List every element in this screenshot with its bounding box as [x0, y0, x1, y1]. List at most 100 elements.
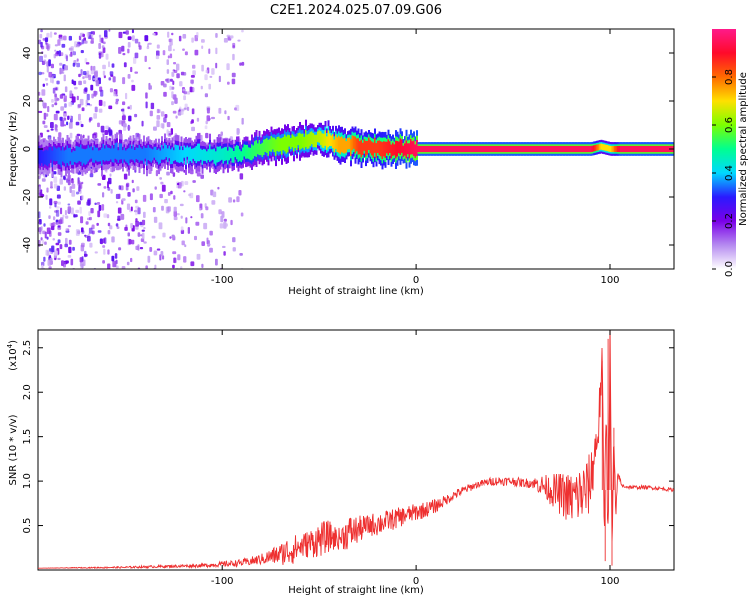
- spectrogram-cell: [288, 135, 291, 147]
- spectrogram-cell: [207, 149, 210, 161]
- spectrogram-cell: [134, 199, 138, 204]
- spectrogram-cell: [443, 145, 445, 153]
- spectrogram-cell: [588, 145, 591, 153]
- spectrogram-cell: [208, 117, 211, 121]
- spectrogram-cell: [112, 76, 116, 83]
- spectrogram-cell: [290, 138, 292, 149]
- spectrogram-cell: [81, 148, 84, 166]
- spectrogram-cell: [170, 149, 172, 165]
- spectrogram-cell: [49, 258, 53, 265]
- spectrogram-cell: [52, 238, 55, 241]
- spectrogram-cell: [47, 106, 50, 113]
- spectrogram-cell: [224, 147, 226, 161]
- spectrogram-cell: [103, 75, 106, 79]
- spectrogram-cell: [474, 145, 477, 153]
- y-tick-label: -20: [22, 189, 33, 205]
- spectrogram-cell: [114, 253, 118, 259]
- spectrogram-cell: [241, 61, 245, 66]
- spectrogram-cell: [192, 180, 196, 183]
- spectrogram-cell: [387, 139, 390, 156]
- spectrogram-cell: [49, 206, 52, 209]
- spectrogram-cell: [200, 148, 202, 160]
- spectrogram-cell: [552, 145, 555, 153]
- spectrogram-cell: [486, 145, 489, 153]
- spectrogram-cell: [127, 36, 132, 40]
- spectrogram-cell: [57, 201, 61, 205]
- spectrogram-cell: [149, 147, 151, 161]
- spectrogram-cell: [501, 145, 504, 153]
- spectrogram-cell: [623, 145, 625, 153]
- spectrogram-cell: [190, 75, 195, 78]
- spectrogram-cell: [75, 209, 80, 213]
- spectrogram-cell: [47, 45, 50, 51]
- spectrogram-cell: [60, 207, 63, 215]
- spectrogram-cell: [63, 117, 67, 121]
- spectrogram-cell: [166, 69, 170, 74]
- spectrogram-cell: [218, 146, 220, 162]
- snr-y-ticks: 0.5 1.0 1.5 2.0 2.5: [22, 340, 674, 534]
- spectrogram-cell: [55, 124, 58, 128]
- spectrogram-cell: [118, 47, 122, 54]
- spectrogram-cell: [89, 173, 94, 178]
- spectrogram-cell: [109, 225, 113, 230]
- spectrogram-cell: [85, 62, 90, 65]
- spectrogram-cell: [197, 143, 199, 162]
- spectrogram-cell: [76, 133, 81, 137]
- spectrogram-cell: [122, 114, 126, 119]
- x-tick-label: 0: [413, 576, 419, 587]
- spectrogram-cell: [201, 149, 204, 165]
- spectrogram-cell: [192, 70, 196, 76]
- spectrogram-cell: [131, 79, 134, 83]
- spectrogram-cell: [230, 219, 233, 226]
- spectrogram-cell: [54, 49, 57, 52]
- spectrogram-cell: [44, 150, 46, 165]
- spectrogram-cell: [223, 218, 227, 222]
- spectrogram-cell: [223, 38, 228, 43]
- spectrogram-cell: [198, 143, 201, 162]
- spectrogram-cell: [70, 46, 74, 52]
- spectrogram-cell: [524, 145, 526, 153]
- spectrogram-cell: [234, 146, 237, 158]
- spectrogram-cell: [504, 145, 507, 153]
- spectrogram-cell: [422, 145, 424, 153]
- spectrogram-cell: [184, 51, 188, 56]
- spectrogram-cell: [171, 32, 174, 36]
- spectrogram-cell: [82, 33, 85, 37]
- spectrogram-cell: [543, 145, 546, 153]
- spectrogram-cell: [107, 263, 111, 269]
- spectrogram-cell: [98, 150, 100, 162]
- spectrogram-cell: [72, 150, 75, 165]
- spectrogram-cell: [282, 137, 285, 151]
- spectrogram-cell: [56, 148, 58, 161]
- spectrogram-cell: [111, 145, 114, 163]
- spectrogram-cell: [228, 197, 232, 203]
- spectrogram-cell: [323, 133, 325, 149]
- spectrogram-cell: [476, 145, 478, 153]
- spectrogram-cell: [176, 183, 180, 186]
- spectrogram-cell: [127, 106, 130, 110]
- spectrogram-cell: [62, 261, 66, 268]
- spectrogram-cell: [162, 148, 165, 160]
- spectrogram-cell: [62, 214, 65, 218]
- spectrogram-cell: [183, 95, 186, 101]
- spectrogram-cell: [279, 138, 282, 152]
- spectrogram-cell: [45, 113, 49, 117]
- spectrogram-cell: [69, 132, 73, 139]
- spectrogram-cell: [172, 80, 175, 85]
- spectrogram-cell: [115, 98, 119, 102]
- spectrogram-cell: [428, 145, 430, 153]
- spectrogram-cell: [177, 254, 181, 261]
- spectrogram-cell: [215, 47, 218, 55]
- spectrogram-cell: [125, 30, 129, 35]
- spectrogram-cell: [64, 103, 67, 108]
- spectrogram-cell: [134, 52, 139, 59]
- spectrogram-cell: [241, 117, 244, 125]
- spectrogram-cell: [51, 99, 54, 103]
- spectrogram-cell: [345, 141, 348, 153]
- spectrogram-cell: [149, 193, 153, 201]
- spectrogram-cell: [563, 145, 565, 153]
- spectrogram-cell: [99, 86, 103, 92]
- spectrogram-cell: [54, 202, 57, 208]
- spectrogram-cell: [190, 261, 195, 267]
- spectrogram-cell: [536, 145, 538, 153]
